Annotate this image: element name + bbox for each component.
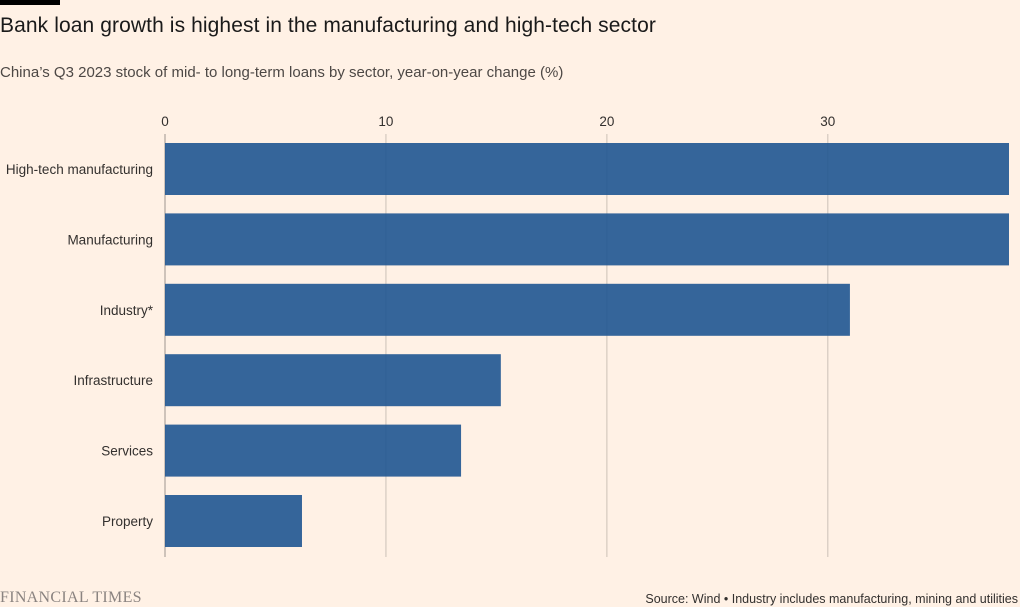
gridlines — [164, 134, 829, 557]
x-tick-label: 20 — [599, 114, 614, 129]
bar — [165, 283, 850, 336]
x-tick-label: 10 — [378, 114, 393, 129]
category-label: Manufacturing — [67, 232, 153, 247]
category-label: Property — [102, 514, 153, 529]
chart-title: Bank loan growth is highest in the manuf… — [0, 14, 656, 37]
category-label: Industry* — [100, 303, 154, 318]
category-label: High-tech manufacturing — [6, 162, 153, 177]
bar — [165, 354, 501, 407]
bar — [165, 495, 302, 547]
bar-chart: 0 10 20 30 High-tech manufacturing Manufactu… — [6, 114, 1009, 557]
category-label: Services — [101, 444, 153, 459]
chart-subtitle: China’s Q3 2023 stock of mid- to long-te… — [0, 64, 564, 81]
x-tick-label: 30 — [820, 114, 835, 129]
bars — [165, 143, 1009, 547]
bar — [165, 213, 1009, 266]
ft-logo: FINANCIAL TIMES — [0, 589, 142, 606]
category-labels: High-tech manufacturing Manufacturing Indu… — [6, 162, 154, 529]
bar — [165, 143, 1009, 195]
x-axis-ticks: 0 10 20 30 — [161, 114, 835, 129]
bar — [165, 424, 462, 477]
brand-top-rule — [0, 0, 60, 5]
x-tick-label: 0 — [161, 114, 169, 129]
category-label: Infrastructure — [73, 373, 153, 388]
source-note: Source: Wind • Industry includes manufac… — [645, 592, 1018, 606]
